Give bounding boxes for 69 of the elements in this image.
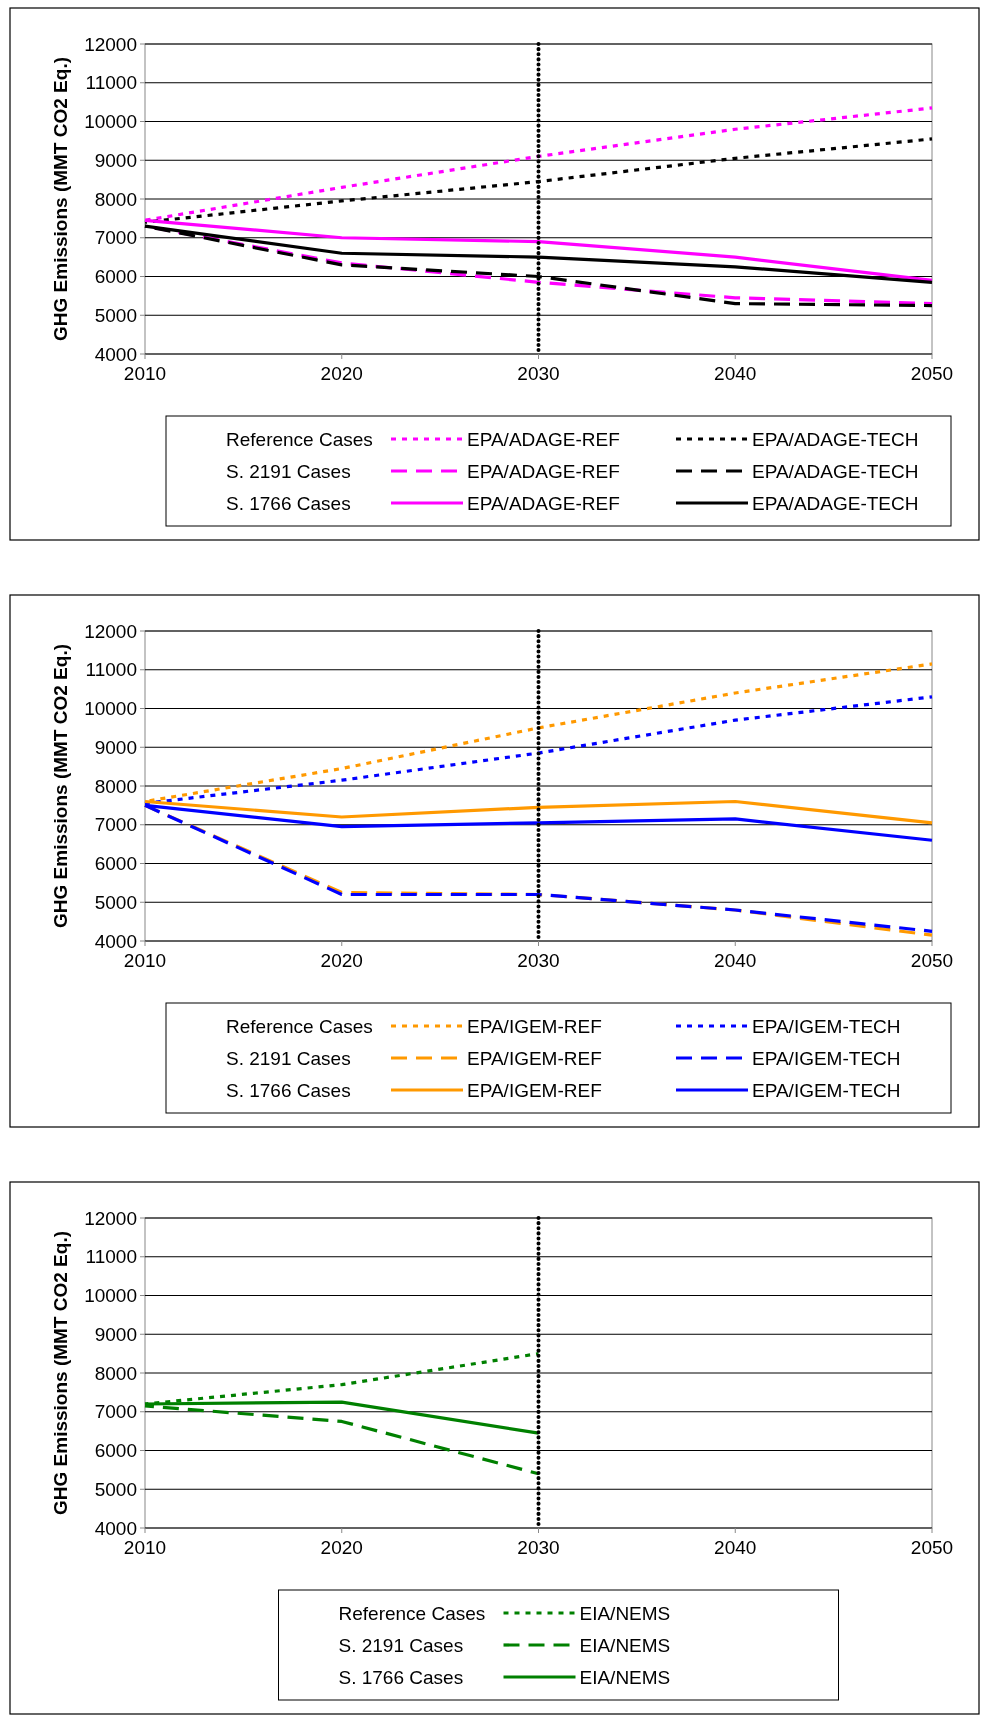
x-tick-label: 2020 [320,1537,363,1558]
text: S. 1766 Cases [226,492,351,514]
text: S. 2191 Cases [226,1047,351,1069]
y-tick-label: 5000 [94,304,137,326]
y-tick-label: 5000 [94,891,137,913]
y-tick-label: 11000 [85,1246,137,1268]
y-tick-label: 7000 [94,814,137,836]
y-tick-label: 12000 [84,620,137,642]
legend-label: EPA/IGEM-TECH [752,1015,901,1037]
legend-label: EPA/ADAGE-TECH [752,492,919,514]
y-tick-label: 5000 [94,1478,137,1500]
y-tick-label: 10000 [84,1285,137,1307]
x-tick-label: 2050 [910,1537,954,1558]
y-tick-label: 11000 [85,659,137,681]
x-tick-label: 2010 [123,1537,167,1558]
x-tick-label: 2040 [714,950,757,971]
legend-label: EPA/IGEM-REF [467,1015,602,1037]
text: Reference Cases [226,1015,373,1037]
legend-label: EIA/NEMS [579,1602,671,1624]
x-tick-label: 2030 [517,363,560,384]
y-tick-label: 10000 [84,111,137,133]
text: S. 1766 Cases [338,1666,464,1688]
x-tick-label: 2040 [714,1537,757,1558]
text: Reference Cases [338,1602,486,1624]
x-tick-label: 2020 [320,363,363,384]
x-tick-label: 2010 [123,363,167,384]
y-axis-title: GHG Emissions (MMT CO2 Eq.) [50,57,71,341]
x-tick-label: 2020 [320,950,363,971]
y-tick-label: 11000 [85,72,137,94]
legend-label: EPA/ADAGE-REF [467,460,620,482]
legend-label: EIA/NEMS [579,1666,671,1688]
y-tick-label: 8000 [94,188,137,210]
y-tick-label: 9000 [94,1323,137,1345]
legend-label: EPA/IGEM-REF [467,1047,602,1069]
text: S. 1766 Cases [226,1079,351,1101]
y-tick-label: 6000 [94,1440,137,1462]
legend-label: EPA/IGEM-REF [467,1079,602,1101]
legend-label: EPA/IGEM-TECH [752,1047,901,1069]
text: Reference Cases [226,428,373,450]
x-tick-label: 2030 [517,950,560,971]
x-tick-label: 2010 [123,950,167,971]
y-tick-label: 4000 [94,1517,137,1539]
legend-label: EPA/IGEM-TECH [752,1079,901,1101]
x-tick-label: 2050 [910,950,954,971]
y-tick-label: 7000 [94,227,137,249]
y-tick-label: 12000 [84,33,137,55]
y-tick-label: 8000 [94,775,137,797]
y-tick-label: 6000 [94,853,137,875]
text: S. 2191 Cases [226,460,351,482]
y-tick-label: 6000 [94,266,137,288]
y-tick-label: 12000 [84,1207,137,1229]
x-tick-label: 2040 [714,363,757,384]
legend-label: EPA/ADAGE-TECH [752,428,919,450]
x-tick-label: 2030 [517,1537,560,1558]
y-axis-title: GHG Emissions (MMT CO2 Eq.) [50,644,71,928]
y-tick-label: 7000 [94,1401,137,1423]
y-tick-label: 9000 [94,149,137,171]
text: S. 2191 Cases [338,1634,464,1656]
x-tick-label: 2050 [910,363,954,384]
y-tick-label: 8000 [94,1362,137,1384]
y-tick-label: 4000 [94,930,137,952]
legend-label: EPA/ADAGE-TECH [752,460,919,482]
legend-label: EPA/ADAGE-REF [467,492,620,514]
y-tick-label: 9000 [94,736,137,758]
y-tick-label: 4000 [94,343,137,365]
legend-label: EPA/ADAGE-REF [467,428,620,450]
y-axis-title: GHG Emissions (MMT CO2 Eq.) [50,1231,71,1515]
legend-label: EIA/NEMS [579,1634,671,1656]
y-tick-label: 10000 [84,698,137,720]
